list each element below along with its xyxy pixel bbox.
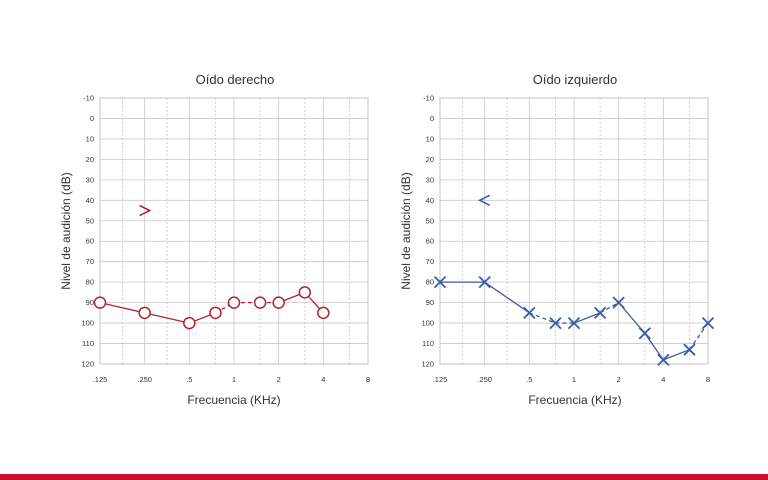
right-ear-air-point (317, 306, 330, 320)
right-ear-y-tick-label: 40 (86, 196, 94, 205)
left-ear-air-segment (529, 312, 556, 324)
left-ear-air-point (701, 316, 715, 330)
right-ear-y-tick-label: 110 (82, 339, 94, 348)
left-ear-y-tick-label: 100 (421, 319, 434, 328)
left-ear-x-tick-label: .250 (477, 375, 492, 384)
left-ear-air-segment (663, 349, 690, 361)
right-ear-y-tick-label: 60 (86, 237, 94, 246)
right-ear-air-segment (99, 301, 145, 314)
right-ear-y-tick-label: 80 (86, 278, 94, 287)
left-ear-x-tick-label: 8 (706, 375, 710, 384)
brand-accent-bar (0, 474, 768, 480)
right-ear-y-tick-label: 100 (81, 319, 94, 328)
left-ear-air-point (549, 316, 562, 330)
left-ear-x-axis-label: Frecuencia (KHz) (528, 393, 621, 407)
right-ear-air-point (227, 296, 241, 309)
left-ear-y-tick-label: 110 (422, 339, 434, 348)
left-ear-y-tick-label: 30 (426, 175, 434, 184)
right-ear-y-tick-label: 70 (86, 257, 94, 266)
left-ear-y-tick-label: -10 (423, 94, 434, 103)
left-ear-air-segment (484, 281, 530, 314)
left-ear-chart-title: Oído izquierdo (533, 72, 618, 87)
left-ear-y-tick-label: 90 (426, 298, 434, 307)
left-ear-x-tick-label: 4 (661, 375, 665, 384)
right-ear-y-tick-label: 120 (81, 360, 94, 369)
right-ear-y-tick-label: -10 (83, 94, 94, 103)
right-ear-bone-point (139, 204, 152, 217)
left-ear-air-point (657, 353, 670, 367)
left-ear-air-segment (688, 322, 709, 351)
right-ear-chart: Oído derecho Nivel de audición (dB) Frec… (59, 72, 370, 407)
right-ear-y-axis-label: Nivel de audición (dB) (59, 172, 73, 289)
right-ear-x-tick-label: .5 (186, 375, 192, 384)
left-ear-x-tick-label: .5 (526, 375, 532, 384)
right-ear-air-point (138, 306, 151, 320)
left-ear-y-tick-label: 80 (426, 278, 434, 287)
right-ear-y-tick-label: 50 (86, 216, 94, 225)
left-ear-y-tick-label: 40 (426, 196, 434, 205)
left-ear-y-tick-label: 10 (426, 134, 434, 143)
right-ear-air-point (183, 316, 196, 330)
right-ear-y-tick-label: 20 (86, 155, 94, 164)
left-ear-y-tick-label: 50 (426, 216, 434, 225)
left-ear-y-tick-label: 0 (430, 114, 434, 123)
right-ear-air-point (209, 306, 222, 320)
right-ear-air-point (298, 286, 312, 299)
right-ear-x-tick-label: 2 (277, 375, 281, 384)
left-ear-bone-point (477, 194, 491, 207)
left-ear-air-segment (599, 302, 619, 314)
right-ear-chart-title: Oído derecho (196, 72, 275, 87)
left-ear-chart: Oído izquierdo Nivel de audición (dB) Fr… (399, 72, 715, 407)
left-ear-air-point (638, 327, 651, 340)
left-ear-air-point (567, 316, 581, 330)
right-ear-air-point (272, 296, 285, 309)
left-ear-x-tick-label: 2 (617, 375, 621, 384)
right-ear-x-tick-label: .250 (137, 375, 152, 384)
right-ear-x-tick-label: .125 (93, 375, 108, 384)
left-ear-y-tick-label: 60 (426, 237, 434, 246)
right-ear-x-tick-label: 1 (232, 375, 236, 384)
left-ear-y-tick-label: 20 (426, 155, 434, 164)
right-ear-y-tick-label: 30 (86, 175, 94, 184)
left-ear-x-tick-label: .125 (433, 375, 448, 384)
left-ear-air-point (433, 276, 447, 289)
right-ear-x-tick-label: 4 (321, 375, 325, 384)
right-ear-x-axis-label: Frecuencia (KHz) (187, 393, 280, 407)
left-ear-air-point (593, 306, 607, 319)
right-ear-x-tick-label: 8 (366, 375, 370, 384)
right-ear-air-point (253, 296, 267, 309)
right-ear-air-segment (144, 312, 190, 324)
left-ear-y-tick-label: 120 (421, 360, 434, 369)
left-ear-y-axis-label: Nivel de audición (dB) (399, 172, 413, 289)
right-ear-y-tick-label: 90 (86, 298, 94, 307)
right-ear-y-tick-label: 10 (86, 134, 94, 143)
left-ear-y-tick-label: 70 (426, 257, 434, 266)
left-ear-air-segment (644, 332, 664, 361)
left-ear-x-tick-label: 1 (572, 375, 576, 384)
left-ear-air-point (478, 276, 491, 289)
left-ear-air-point (683, 343, 696, 356)
left-ear-air-segment (573, 312, 601, 324)
left-ear-air-point (523, 306, 536, 319)
right-ear-air-point (93, 296, 107, 309)
left-ear-air-point (612, 296, 625, 309)
right-ear-y-tick-label: 0 (90, 114, 94, 123)
